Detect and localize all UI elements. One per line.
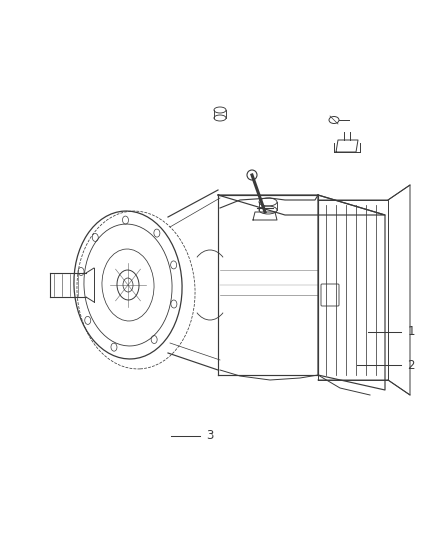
Text: 1: 1 — [407, 325, 415, 338]
Text: 2: 2 — [407, 359, 415, 372]
Text: 3: 3 — [206, 430, 213, 442]
